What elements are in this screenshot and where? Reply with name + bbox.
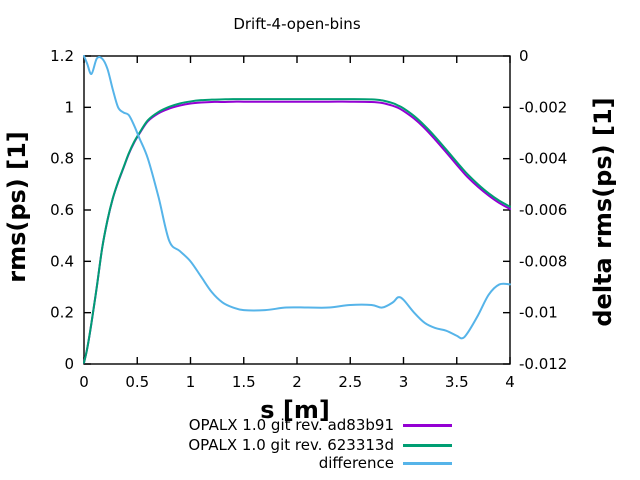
legend-entry: OPALX 1.0 git rev. 623313d: [120, 435, 452, 455]
x-axis-label: s [m]: [260, 396, 330, 424]
y-right-tick-label: -0.002: [519, 98, 567, 116]
legend-entry: difference: [120, 453, 452, 473]
legend-entry: OPALX 1.0 git rev. ad83b91: [120, 415, 452, 435]
x-tick-label: 0.5: [125, 373, 149, 391]
y-axis-label-left: rms(ps) [1]: [3, 131, 31, 283]
x-tick-label: 3.5: [445, 373, 469, 391]
y-right-tick-label: -0.004: [519, 150, 567, 168]
legend-line-sample: [403, 423, 452, 427]
y-left-tick-label: 0.2: [50, 304, 74, 322]
y-right-tick-label: -0.006: [519, 201, 567, 219]
chart-title: Drift-4-open-bins: [233, 15, 361, 33]
legend-line-sample: [403, 461, 452, 465]
series-line-1: [83, 98, 511, 364]
legend-label: OPALX 1.0 git rev. ad83b91: [188, 416, 394, 434]
legend-label: difference: [318, 454, 394, 472]
y-left-tick-label: 0: [64, 355, 74, 373]
legend-line-sample: [403, 443, 452, 447]
x-tick-label: 4: [505, 373, 515, 391]
x-tick-label: 1.5: [232, 373, 256, 391]
x-tick-label: 2.5: [338, 373, 362, 391]
series-line-2: [83, 55, 511, 340]
y-right-tick-label: 0: [519, 47, 529, 65]
y-left-tick-label: 0.4: [50, 252, 74, 270]
legend-label: OPALX 1.0 git rev. 623313d: [188, 436, 394, 454]
y-right-tick-label: -0.01: [519, 304, 558, 322]
y-left-tick-label: 1: [64, 98, 74, 116]
y-left-tick-label: 1.2: [50, 47, 74, 65]
x-tick-label: 1: [186, 373, 196, 391]
y-right-tick-label: -0.008: [519, 252, 567, 270]
y-right-tick-label: -0.012: [519, 355, 567, 373]
y-left-tick-label: 0.8: [50, 150, 74, 168]
series-line-0: [83, 100, 511, 364]
y-left-tick-label: 0.6: [50, 201, 74, 219]
x-tick-label: 2: [292, 373, 302, 391]
y-axis-label-right: delta rms(ps) [1]: [589, 97, 617, 327]
x-tick-label: 0: [79, 373, 89, 391]
x-tick-label: 3: [399, 373, 409, 391]
